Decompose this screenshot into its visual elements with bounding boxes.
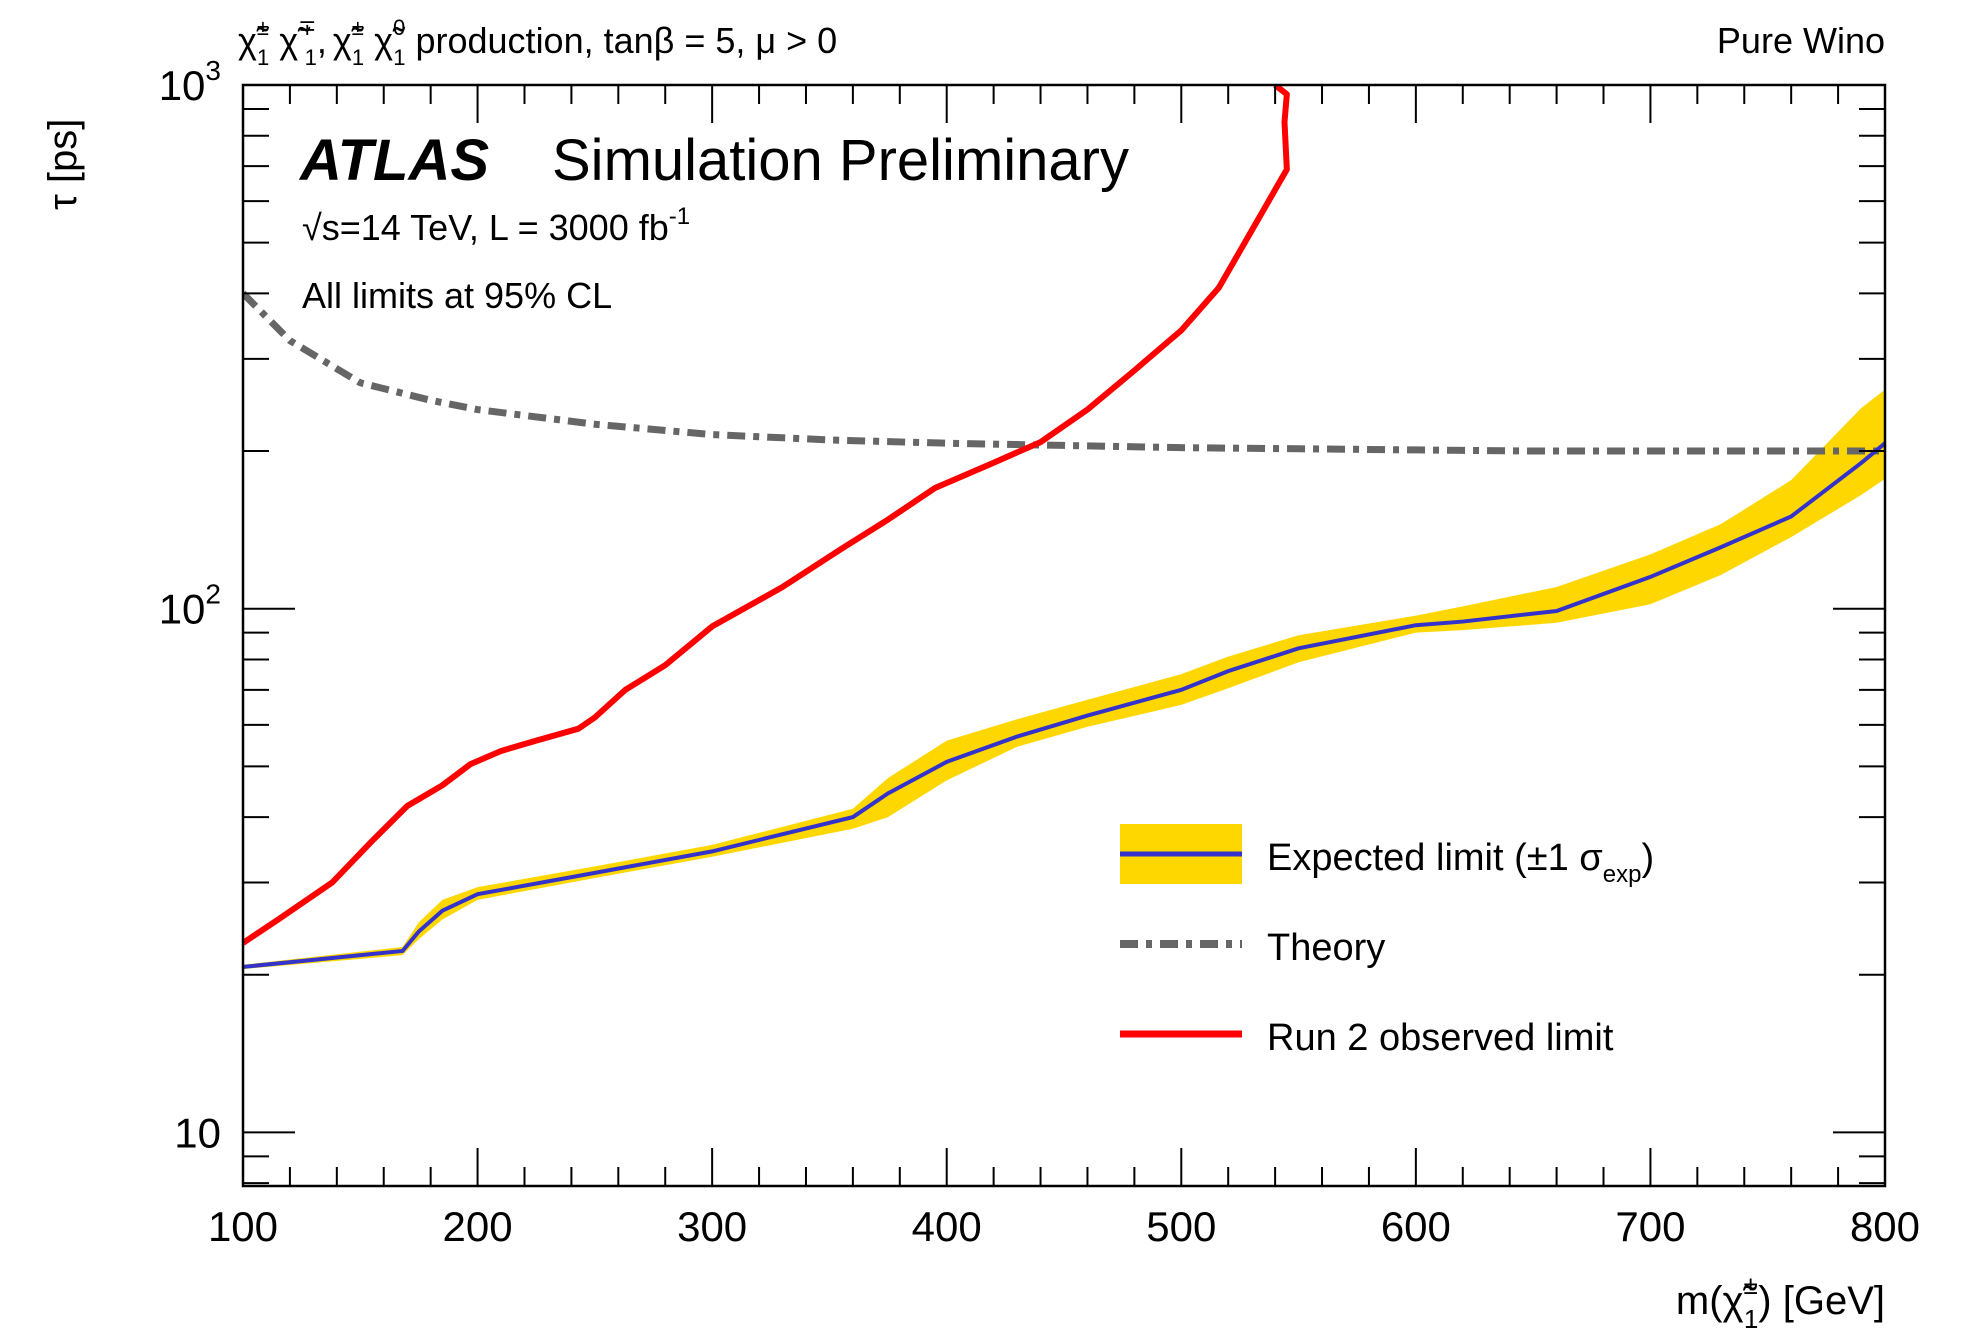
curves — [243, 85, 1885, 970]
process-sup-3: ± — [352, 15, 364, 40]
y-tick-label: 10 — [174, 1109, 221, 1156]
legend-expected-close: ) — [1641, 837, 1654, 879]
legend-expected-label: Expected limit (±1 σexp) — [1267, 837, 1654, 888]
x-axis-title-pre: m( — [1676, 1279, 1723, 1323]
legend-theory-label: Theory — [1267, 927, 1385, 969]
process-description: χ̃± 1 χ̃∓ 1, χ̃± 1 χ̃0 1 production, tanβ = 5, … — [238, 15, 837, 70]
theory-line — [243, 290, 1885, 455]
process-sub-3: 1 — [352, 45, 364, 70]
x-axis-ticks — [242, 85, 1886, 1186]
x-tick-label: 100 — [208, 1203, 278, 1250]
x-axis-title: m(χ̃± 1) [GeV] — [1676, 1270, 1885, 1334]
atlas-label: ATLAS — [298, 128, 489, 193]
process-sup-2: ∓ — [298, 15, 316, 40]
scenario-label: Pure Wino — [1717, 20, 1885, 61]
observed-limit-line — [243, 85, 1290, 946]
sqrt-symbol: √ — [302, 207, 322, 248]
x-tick-label: 200 — [443, 1203, 513, 1250]
process-sub-2: 1 — [305, 45, 317, 70]
y-tick-exponent: 2 — [205, 579, 221, 610]
x-tick-label: 800 — [1850, 1203, 1920, 1250]
x-axis-title-sup: ± — [1744, 1270, 1758, 1300]
legend-expected-sub: exp — [1603, 861, 1642, 888]
y-tick-label: 102 — [159, 579, 221, 633]
x-axis-title-post: ) [GeV] — [1758, 1279, 1885, 1323]
x-axis-title-sub: 1 — [1744, 1304, 1758, 1334]
legend-expected-text: Expected limit (±1 σ — [1267, 837, 1603, 879]
x-tick-label: 500 — [1146, 1203, 1216, 1250]
process-sub-4: 1 — [393, 45, 405, 70]
y-axis-title: τ [ps] — [41, 119, 85, 210]
lumi-exponent: -1 — [669, 203, 690, 230]
energy-lumi-label: √s=14 TeV, L = 3000 fb-1 — [302, 203, 690, 248]
y-axis-ticks — [243, 84, 1885, 1185]
x-tick-label: 600 — [1381, 1203, 1451, 1250]
simulation-label: Simulation Preliminary — [552, 128, 1129, 193]
process-comma: , — [317, 20, 327, 61]
svg-text:χ̃±1χ̃∓1,χ̃±1χ̃01 production,: χ̃± 1 χ̃∓ 1, χ̃± 1 χ̃0 1 production, tanβ = 5, … — [238, 15, 837, 70]
expected-limit-line — [243, 441, 1885, 969]
legend-observed-label: Run 2 observed limit — [1267, 1017, 1614, 1059]
x-tick-label: 700 — [1615, 1203, 1685, 1250]
process-sup-1: ± — [257, 15, 269, 40]
plot-frame — [241, 83, 1887, 1188]
x-tick-label: 400 — [912, 1203, 982, 1250]
y-tick-base: 10 — [159, 586, 206, 633]
energy-text: s=14 TeV, L = 3000 fb — [322, 207, 669, 248]
y-tick-exponent: 3 — [205, 55, 221, 86]
process-rest: production, tanβ = 5, μ > 0 — [405, 20, 837, 61]
y-tick-base: 10 — [159, 62, 206, 109]
legend: Expected limit (±1 σexp) Theory Run 2 ob… — [1120, 824, 1654, 1059]
process-sup-4: 0 — [393, 15, 405, 40]
cl-note: All limits at 95% CL — [302, 275, 612, 316]
x-tick-label: 300 — [677, 1203, 747, 1250]
process-sub-1: 1 — [257, 45, 269, 70]
y-tick-label: 103 — [159, 55, 221, 109]
